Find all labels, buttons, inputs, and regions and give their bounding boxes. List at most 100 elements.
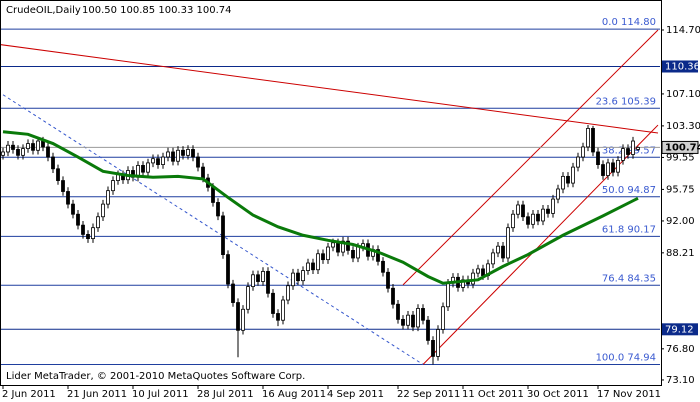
candle-body [36, 140, 40, 151]
candle-body [586, 128, 590, 148]
y-tick-label: 73.10 [666, 375, 695, 386]
candle-body [266, 271, 270, 294]
fib-label: 61.8 90.17 [602, 224, 656, 235]
candle-body [391, 287, 395, 305]
candle-body [86, 234, 90, 240]
y-tick-label: 76.80 [666, 344, 695, 355]
candle-body [256, 274, 260, 282]
candle-body [271, 292, 275, 314]
x-tick-label: 10 Jul 2011 [132, 389, 189, 400]
y-tick-label: 95.75 [666, 184, 695, 195]
plot-frame [0, 0, 662, 386]
candle-body [441, 306, 445, 330]
candle-body [111, 180, 115, 192]
candle-body [501, 245, 505, 259]
candle-body [76, 213, 80, 226]
candle-body [281, 299, 285, 321]
x-tick-label: 30 Oct 2011 [527, 389, 589, 400]
candle-body [351, 249, 355, 259]
fib-label: 76.4 84.35 [602, 273, 656, 284]
moving-average [2, 130, 639, 285]
candle-body [636, 147, 640, 150]
candle-body [581, 146, 585, 158]
y-tick-label: 103.30 [666, 121, 700, 132]
candle-body [561, 175, 565, 190]
fib-label: 50.0 94.87 [602, 185, 656, 196]
candle-body [606, 162, 610, 176]
chart-title: CrudeOIL,Daily [6, 5, 81, 16]
y-tick-label: 107.10 [666, 89, 700, 100]
candle-body [66, 191, 70, 205]
candle-body [26, 143, 30, 150]
candle-body [291, 272, 295, 287]
candle-body [591, 128, 595, 153]
candle-body [71, 203, 75, 215]
candle-body [41, 140, 45, 148]
candle-body [556, 188, 560, 200]
candle-body [201, 166, 205, 179]
candle-body [476, 268, 480, 274]
candle-body [386, 271, 390, 289]
price-box-label: 100.74 [665, 142, 700, 153]
candle-body [236, 302, 240, 331]
chart-subtitle: 100.50 100.85 100.33 100.74 [82, 5, 232, 16]
price-box-label: 110.36 [665, 61, 700, 72]
trendline [1, 44, 659, 134]
candle-body [316, 253, 320, 271]
candle-body [446, 282, 450, 308]
candle-body [61, 180, 65, 192]
candle-body [81, 224, 85, 235]
candle-body [216, 202, 220, 217]
fib-label: 23.6 105.39 [596, 96, 656, 107]
candle-body [171, 151, 175, 162]
candle-body [601, 164, 605, 176]
candle-body [541, 208, 545, 222]
candle-body [516, 204, 520, 215]
candle-body [621, 148, 625, 161]
candle-body [431, 340, 435, 357]
candle-body [141, 165, 145, 173]
candle-body [116, 174, 120, 181]
x-tick-label: 16 Aug 2011 [262, 389, 326, 400]
candle-body [231, 283, 235, 303]
x-tick-label: 22 Sep 2011 [397, 389, 460, 400]
candle-body [531, 213, 535, 225]
candle-body [251, 274, 255, 287]
candle-body [311, 262, 315, 271]
candle-body [321, 253, 325, 261]
candle-body [616, 159, 620, 173]
candle-body [326, 246, 330, 261]
candle-body [496, 245, 500, 254]
candle-body [331, 242, 335, 248]
candle-body [196, 156, 200, 168]
candle-body [471, 272, 475, 285]
fib-label: 100.0 74.94 [596, 352, 656, 363]
candle-body [401, 318, 405, 326]
candle-body [101, 203, 105, 218]
fib-label: 0.0 114.80 [602, 17, 656, 28]
candle-body [626, 148, 630, 155]
candle-body [551, 198, 555, 214]
candle-body [426, 319, 430, 341]
candle-body [146, 162, 150, 173]
candle-body [406, 314, 410, 326]
candle-body [341, 240, 345, 253]
x-tick-label: 17 Nov 2011 [597, 389, 661, 400]
candle-body [31, 143, 35, 151]
candle-body [526, 216, 530, 225]
footer: Lider MetaTrader, © 2001-2010 MetaQuotes… [6, 371, 305, 382]
price-box-label: 79.12 [665, 324, 694, 335]
candle-body [16, 149, 20, 156]
candle-body [246, 286, 250, 310]
y-tick-label: 99.55 [666, 152, 695, 163]
candle-body [21, 148, 25, 156]
candle-body [596, 151, 600, 165]
trendline [402, 29, 659, 286]
candle-body [416, 308, 420, 328]
y-tick-label: 88.21 [666, 248, 695, 259]
x-tick-label: 4 Sep 2011 [327, 389, 384, 400]
candle-body [356, 246, 360, 259]
candle-body [181, 149, 185, 156]
candle-body [631, 140, 635, 155]
